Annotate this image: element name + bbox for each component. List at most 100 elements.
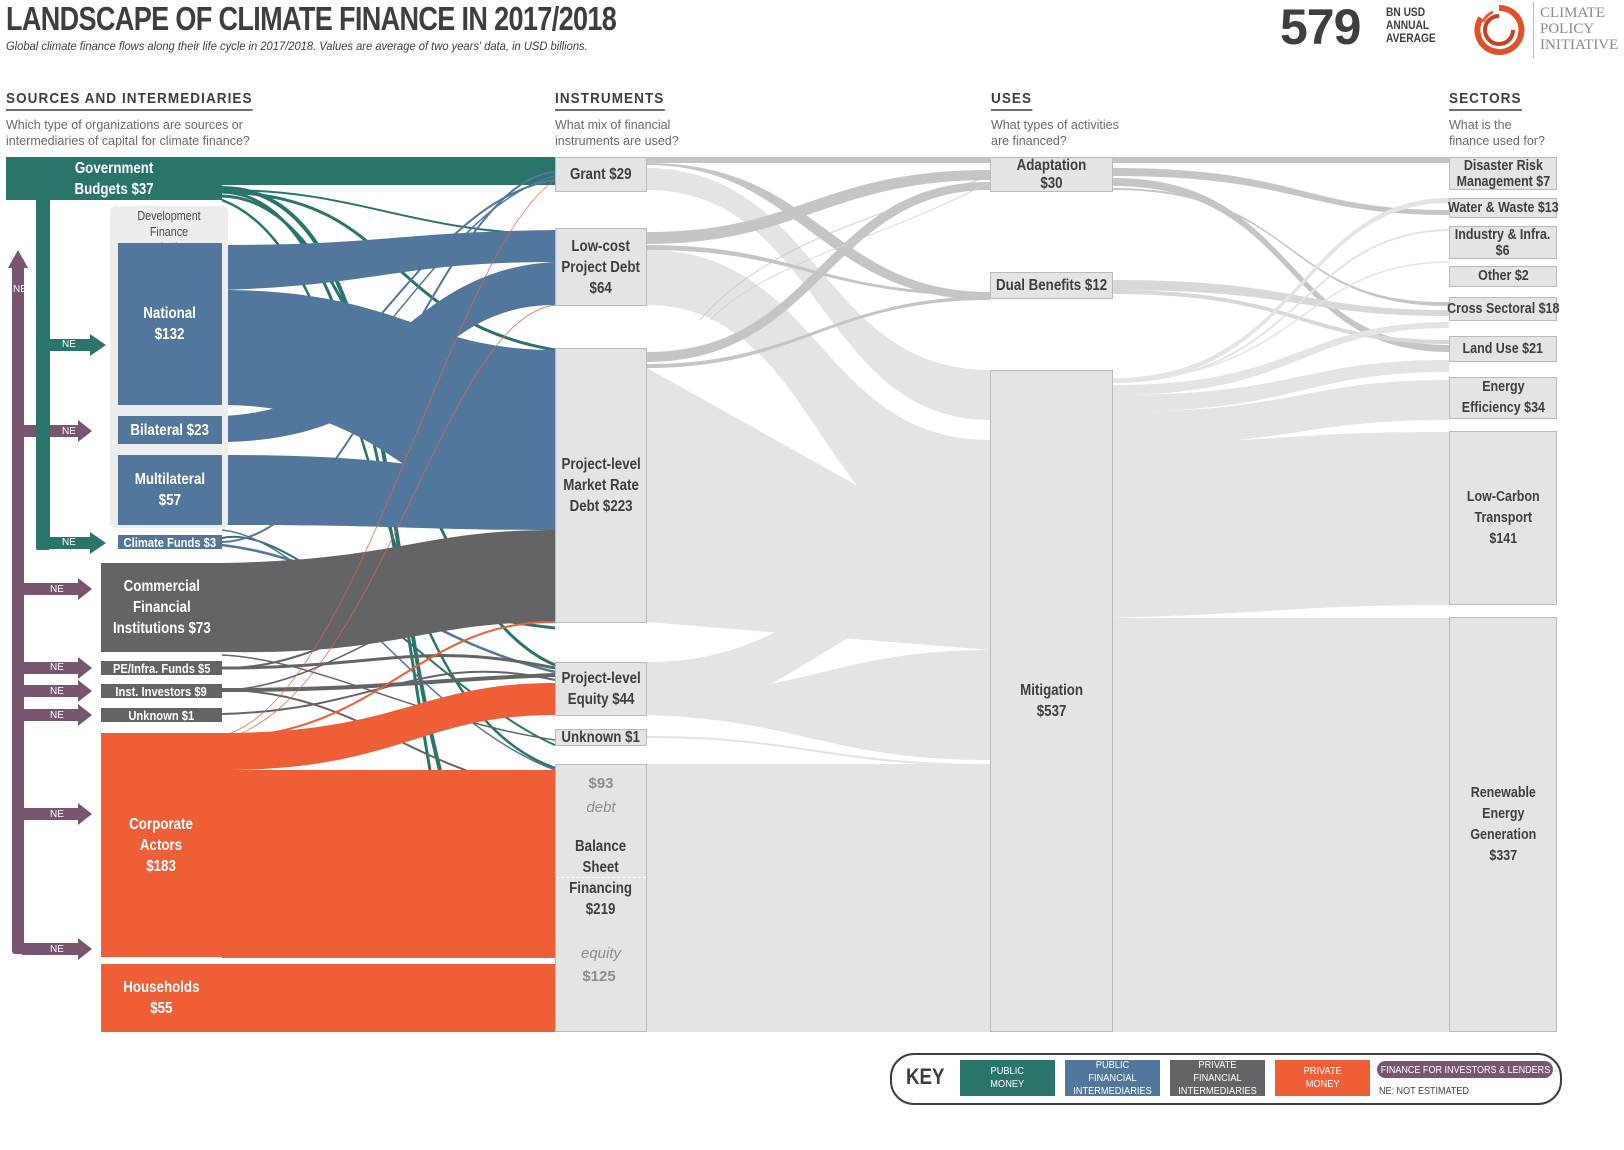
bs-debt-label: debt [586, 799, 616, 816]
bs-label-2: Sheet [582, 859, 620, 876]
source-to-instrument-flows [221, 157, 556, 1032]
bs-equity-value: $125 [582, 968, 616, 985]
node-corporate-actors: Corporate Actors $183 [101, 733, 222, 957]
logo-line-3: INITIATIVE [1540, 37, 1619, 53]
legend-label-2: MONEY [990, 1078, 1025, 1090]
node-disaster-risk: Disaster Risk Management $7 [1449, 157, 1557, 190]
node-market-rate-debt: Project-level Market Rate Debt $223 [555, 348, 647, 623]
node-label-1: Disaster Risk [1463, 157, 1543, 174]
node-unknown-instrument: Unknown $1 [555, 729, 647, 746]
bs-label-1: Balance [575, 838, 627, 855]
node-value: $30 [1040, 174, 1063, 192]
cpi-swirl-logo-icon [1474, 4, 1525, 55]
node-value: Budgets $37 [74, 180, 154, 198]
node-grant: Grant $29 [555, 157, 647, 192]
node-mitigation: Mitigation $537 [990, 370, 1113, 1032]
instruments-sub-line-1: What mix of financial [555, 118, 671, 132]
node-label-1: Industry & Infra. [1455, 226, 1551, 243]
node-government-budgets: Government Budgets $37 [6, 157, 222, 200]
legend-ne-note: NE: NOT ESTIMATED [1379, 1085, 1469, 1097]
legend-private-fi: PRIVATE FINANCIAL INTERMEDIARIES [1170, 1058, 1265, 1097]
node-label: Unknown $1 [128, 707, 195, 723]
node-value: $6 [1496, 242, 1510, 259]
node-renewable-energy: Renewable Energy Generation $337 [1449, 617, 1557, 1032]
sources-sub-line-1: Which type of organizations are sources … [6, 118, 243, 132]
node-project-equity: Project-level Equity $44 [555, 662, 647, 716]
node-label-1: Energy [1481, 379, 1525, 395]
legend-label-2: MONEY [1305, 1078, 1340, 1090]
uses-sub-line-2: are financed? [991, 134, 1067, 148]
instruments-header: INSTRUMENTS [555, 90, 665, 111]
node-label-2: Management $7 [1456, 173, 1550, 190]
legend-label: FINANCE FOR INVESTORS & LENDERS [1380, 1063, 1550, 1076]
bs-label: Balance Sheet Financing $219 [555, 832, 647, 924]
node-label: Land Use $21 [1462, 340, 1544, 357]
cpi-logo-text: CLIMATE POLICY INITIATIVE [1540, 5, 1618, 53]
uses-subheader: What types of activities are financed? [991, 117, 1119, 149]
node-label: Multilateral [134, 471, 206, 488]
node-low-cost-debt: Low-cost Project Debt $64 [555, 228, 647, 306]
sectors-subheader: What is the finance used for? [1449, 117, 1545, 149]
uses-sub-line-1: What types of activities [991, 118, 1119, 132]
logo-divider [1533, 2, 1534, 58]
node-label: PE/Infra. Funds $5 [112, 660, 211, 676]
node-value: $141 [1489, 530, 1517, 547]
sources-sub-line-2: intermediaries of capital for climate fi… [6, 134, 250, 148]
logo-line-1: CLIMATE [1540, 5, 1605, 21]
node-label-1: Project-level [561, 456, 641, 473]
node-label: Other $2 [1477, 268, 1529, 284]
legend-public-fi: PUBLIC FINANCIAL INTERMEDIARIES [1065, 1058, 1160, 1097]
legend-label-1: PUBLIC FINANCIAL [1088, 1058, 1137, 1084]
node-multilateral-dfi: Multilateral $57 [118, 455, 222, 525]
node-bilateral-dfi: Bilateral $23 [118, 416, 222, 444]
node-label-1: Commercial [123, 578, 200, 595]
node-label-2: Transport [1474, 509, 1532, 526]
ne-label: NE [62, 537, 76, 548]
node-label-2: Project Debt [561, 258, 641, 276]
node-value: $64 [589, 279, 613, 297]
total-unit-line-3: AVERAGE [1386, 31, 1436, 45]
logo-line-2: POLICY [1540, 21, 1595, 37]
ne-label: NE [50, 584, 64, 595]
bs-value: $219 [586, 901, 616, 918]
sources-subheader: Which type of organizations are sources … [6, 117, 250, 149]
ne-label: NE [50, 662, 64, 673]
node-value: $132 [155, 326, 185, 343]
ne-arrows-investors-lenders [8, 250, 92, 960]
legend-label-1: PRIVATE [1303, 1065, 1342, 1077]
debt-equity-divider [556, 877, 646, 878]
legend-private-money: PRIVATE MONEY [1275, 1060, 1370, 1096]
legend-label-1: PRIVATE FINANCIAL [1193, 1058, 1242, 1084]
node-value: $55 [150, 1000, 173, 1017]
node-dual-benefits: Dual Benefits $12 [990, 272, 1113, 299]
bs-equity-label: equity [580, 945, 622, 962]
node-commercial-fi: Commercial Financial Institutions $73 [101, 563, 222, 652]
node-label: Climate Funds $3 [123, 534, 217, 550]
instrument-to-use-flows [646, 157, 991, 1032]
node-label-3: Debt $223 [569, 498, 633, 515]
node-national-dfi: National $132 [118, 243, 222, 405]
node-value: $57 [158, 492, 182, 509]
node-label-1: Project-level [561, 670, 641, 687]
bs-label-3: Financing [569, 880, 633, 897]
node-label: Water & Waste $13 [1447, 199, 1559, 216]
ne-label: NE [50, 944, 64, 955]
node-land-use: Land Use $21 [1449, 336, 1557, 362]
node-label-3: Generation [1470, 826, 1536, 843]
node-label-2: Financial [132, 599, 191, 616]
node-label: Mitigation [1020, 682, 1083, 699]
node-label: Cross Sectoral $18 [1446, 300, 1560, 317]
node-label-2: Equity $44 [567, 691, 635, 708]
page-subtitle: Global climate finance flows along their… [6, 39, 588, 53]
node-low-carbon-transport: Low-Carbon Transport $141 [1449, 431, 1557, 605]
node-value: $183 [146, 857, 177, 875]
node-label-2: Energy [1481, 805, 1525, 822]
node-households: Households $55 [101, 964, 222, 1032]
node-other: Other $2 [1449, 266, 1557, 287]
ne-label: NE [13, 284, 27, 295]
node-label: Unknown $1 [561, 729, 641, 746]
legend-investors-lenders: FINANCE FOR INVESTORS & LENDERS [1377, 1061, 1553, 1078]
node-label: Dual Benefits $12 [995, 277, 1108, 294]
node-climate-funds: Climate Funds $3 [118, 534, 222, 550]
